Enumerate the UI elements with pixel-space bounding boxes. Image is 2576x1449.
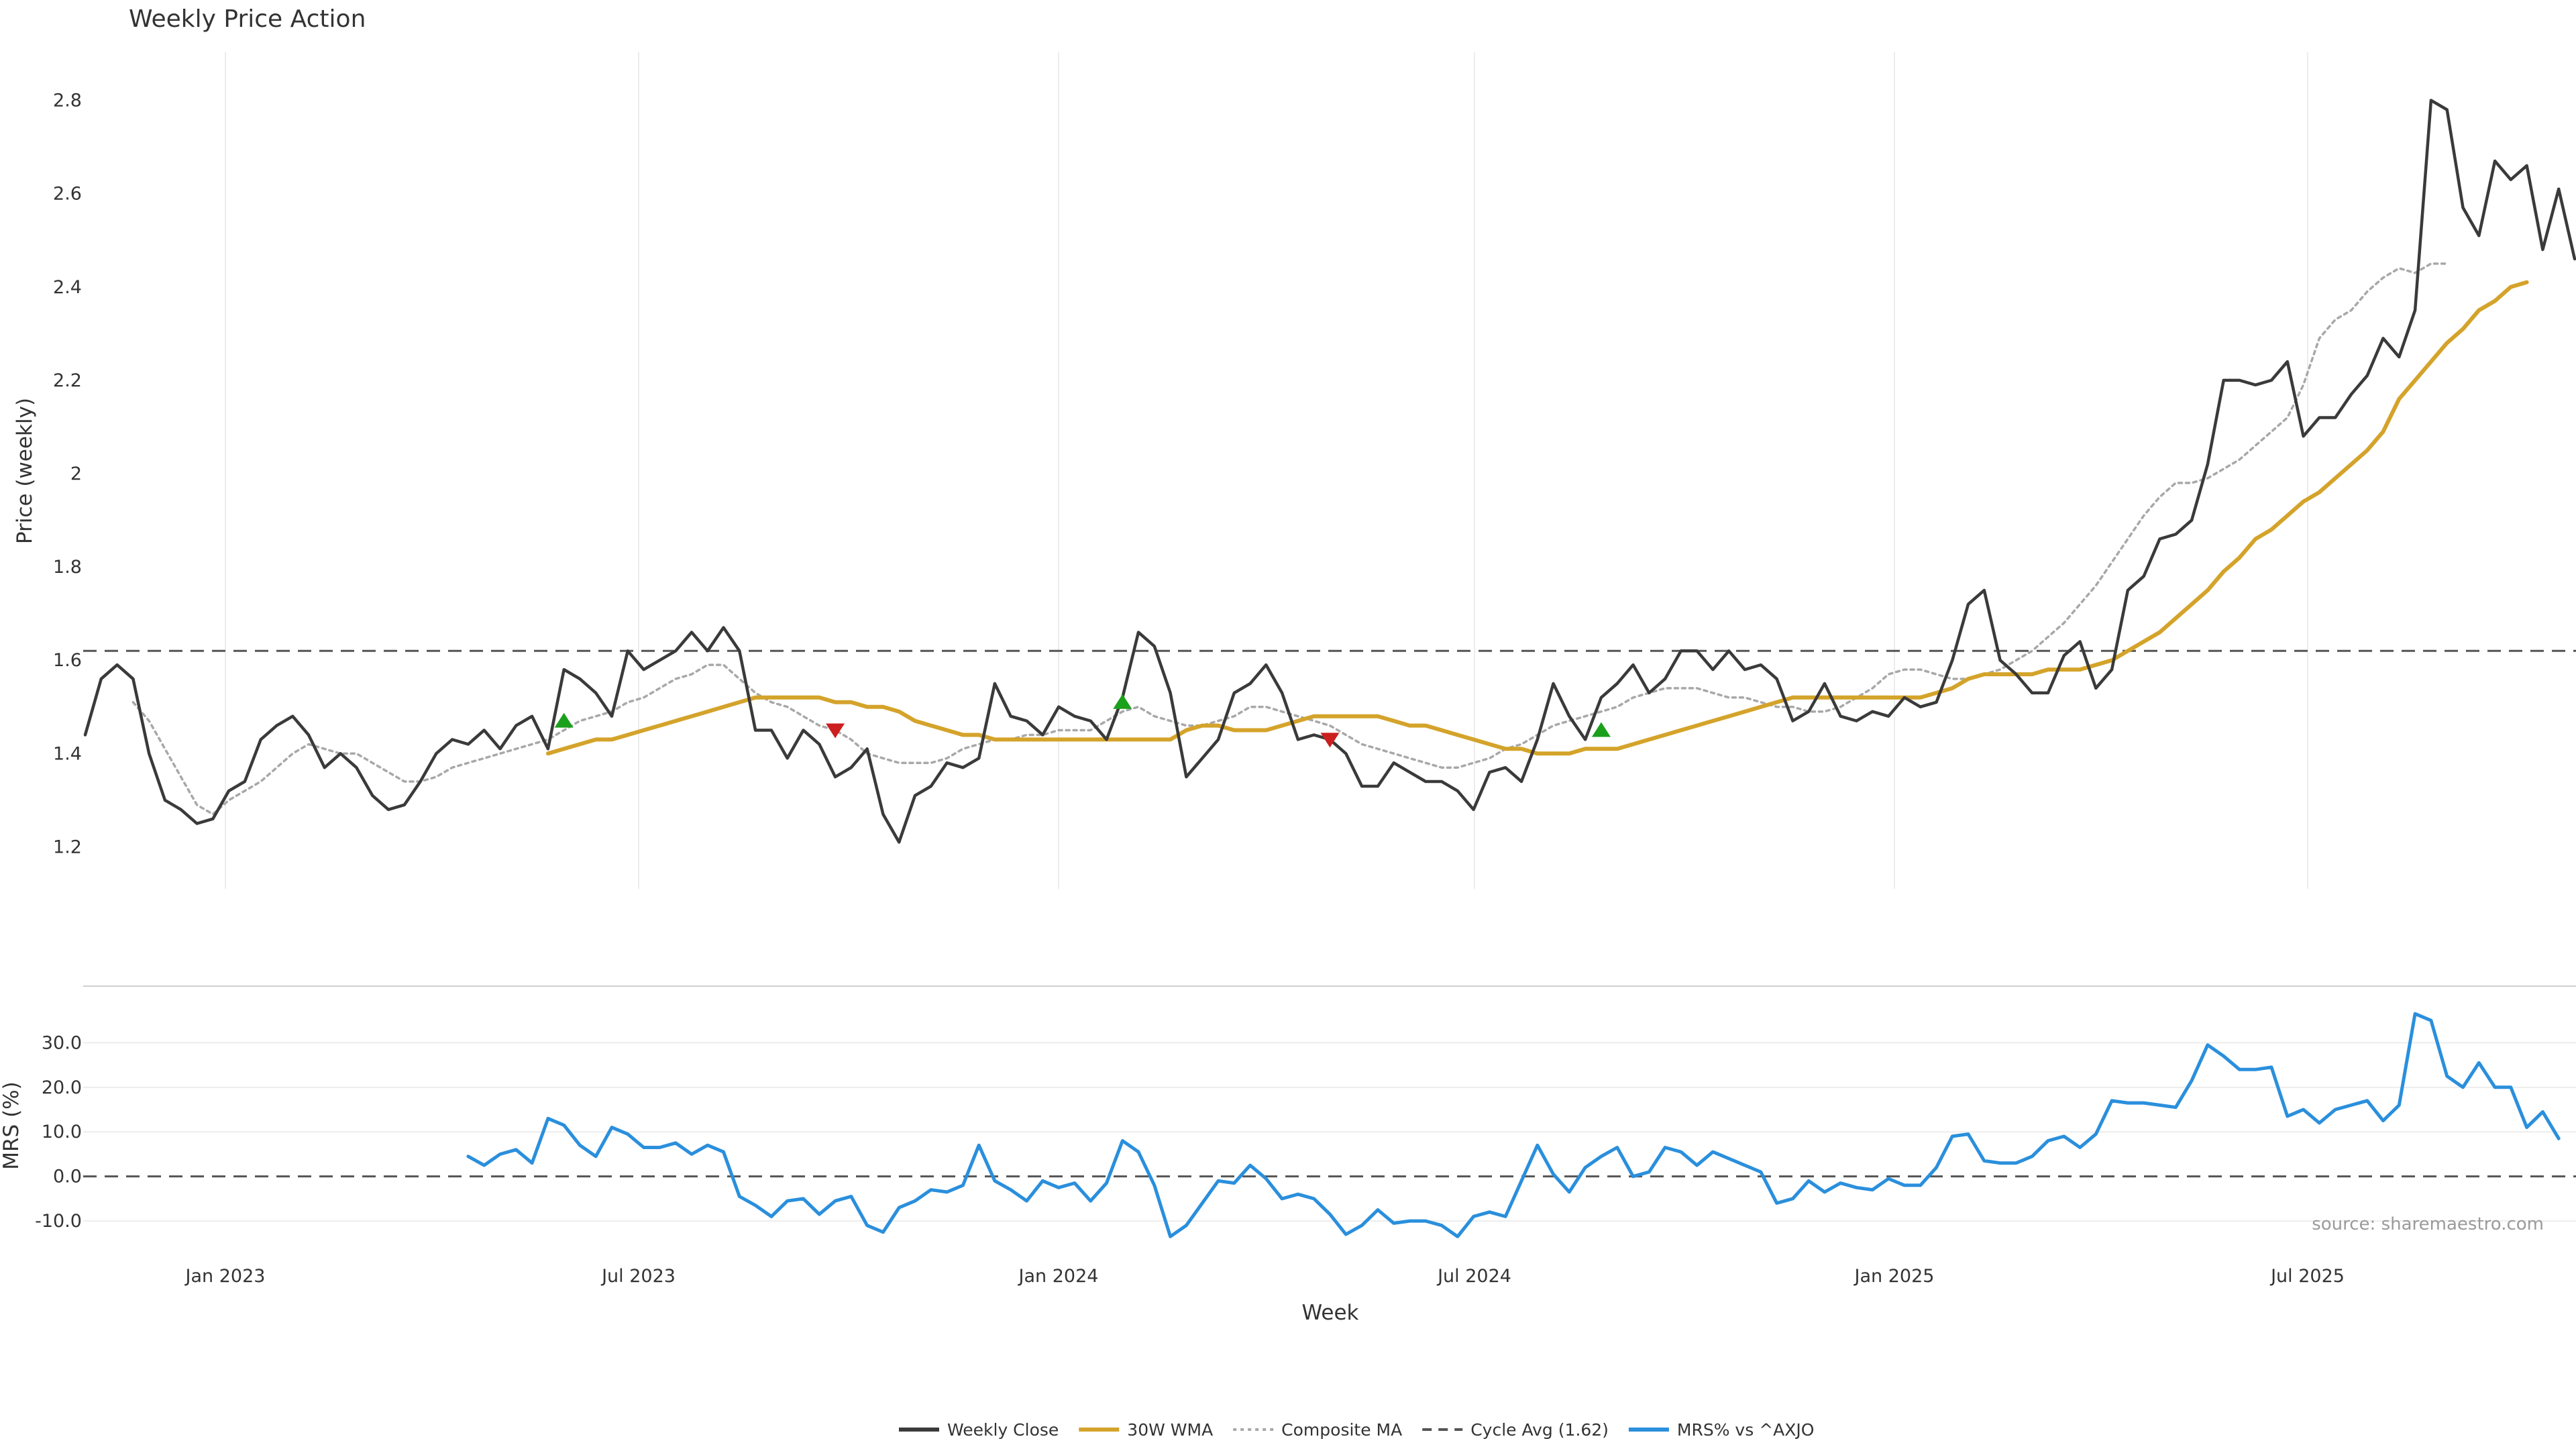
price-y-axis-ticks: 1.2 1.4 1.6 1.8 2 2.2 2.4 2.6 2.8 — [53, 91, 82, 858]
mrs-y-tick-4: 30.0 — [42, 1032, 82, 1053]
series-mrs-vs-axjo — [466, 1012, 2561, 1238]
price-y-tick-3: 1.8 — [53, 557, 82, 578]
mrs-grid — [83, 1042, 2576, 1222]
legend-label-1: 30W WMA — [1127, 1420, 1213, 1440]
price-y-tick-7: 2.6 — [53, 184, 82, 205]
x-tick-5: Jul 2025 — [2269, 1266, 2345, 1287]
legend-label-0: Weekly Close — [947, 1420, 1059, 1440]
sell-signal-marker-3 — [1320, 733, 1340, 748]
price-y-tick-6: 2.4 — [53, 277, 82, 298]
x-axis-ticks: Jan 2023 Jul 2023 Jan 2024 Jul 2024 Jan 2025… — [184, 1266, 2345, 1287]
x-axis-label: Week — [1302, 1301, 1359, 1325]
x-tick-1: Jul 2023 — [600, 1266, 676, 1287]
signal-markers — [554, 694, 1611, 748]
legend-label-3: Cycle Avg (1.62) — [1470, 1420, 1609, 1440]
buy-signal-marker-4 — [1591, 722, 1611, 737]
series-weekly-close — [83, 99, 2576, 844]
x-tick-2: Jan 2024 — [1018, 1266, 1099, 1287]
mrs-y-tick-2: 10.0 — [42, 1122, 82, 1142]
mrs-y-axis-ticks: -10.0 0.0 10.0 20.0 30.0 — [35, 1032, 82, 1232]
buy-signal-marker-0 — [554, 712, 574, 728]
series-composite-ma — [131, 262, 2449, 816]
price-y-axis-label: Price (weekly) — [13, 398, 37, 544]
x-tick-4: Jan 2025 — [1854, 1266, 1935, 1287]
mrs-y-tick-1: 0.0 — [53, 1167, 82, 1187]
price-y-tick-1: 1.4 — [53, 743, 82, 764]
x-tick-3: Jul 2024 — [1436, 1266, 1511, 1287]
x-tick-0: Jan 2023 — [184, 1266, 266, 1287]
price-y-tick-0: 1.2 — [53, 837, 82, 857]
buy-signal-marker-2 — [1113, 694, 1132, 709]
price-y-tick-4: 2 — [70, 464, 82, 484]
mrs-y-axis-label: MRS (%) — [0, 1081, 23, 1169]
series-30w-wma — [545, 280, 2529, 756]
source-annotation: source: sharemaestro.com — [2312, 1214, 2544, 1234]
chart-title: Weekly Price Action — [129, 5, 366, 33]
price-y-tick-8: 2.8 — [53, 91, 82, 111]
mrs-series — [466, 1012, 2561, 1238]
legend-label-4: MRS% vs ^AXJO — [1677, 1420, 1815, 1440]
price-series — [83, 99, 2576, 844]
legend-label-2: Composite MA — [1281, 1420, 1402, 1440]
price-grid — [225, 52, 2308, 889]
mrs-y-tick-0: -10.0 — [35, 1211, 82, 1232]
mrs-y-tick-3: 20.0 — [42, 1077, 82, 1098]
price-y-tick-2: 1.6 — [53, 650, 82, 671]
legend: Weekly Close 30W WMA Composite MA Cycle Avg… — [899, 1420, 1814, 1440]
price-y-tick-5: 2.2 — [53, 370, 82, 391]
sell-signal-marker-1 — [826, 723, 845, 739]
